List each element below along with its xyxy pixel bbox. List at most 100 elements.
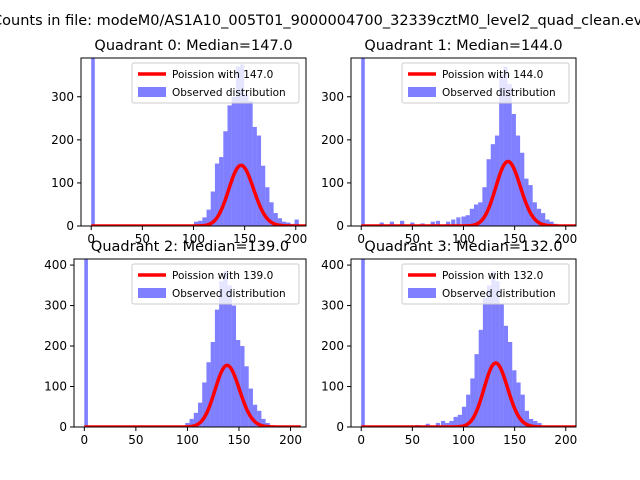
x-tick-label: 100	[176, 433, 199, 447]
histogram-bar	[529, 418, 534, 427]
axes-frame	[73, 258, 307, 428]
histogram-bar	[91, 58, 95, 226]
poisson-curve	[83, 363, 302, 427]
histogram-bar	[461, 406, 467, 427]
y-tick-label: 200	[321, 133, 344, 147]
histogram-bar	[219, 157, 224, 226]
histogram-bar	[508, 341, 513, 427]
histogram-bar	[206, 362, 211, 427]
histogram-bar	[219, 281, 224, 427]
chart-panel-2: Quadrant 2: Median=139.0 0 50 100 150 200 0 100…	[44, 239, 307, 447]
histogram-bar	[430, 221, 435, 226]
histogram-bar	[478, 329, 483, 427]
histogram-bar	[457, 414, 462, 427]
y-tick-label: 300	[321, 299, 344, 313]
histogram-bar	[473, 204, 479, 226]
histogram-bar	[257, 410, 262, 427]
histogram-bar	[256, 135, 262, 226]
legend-swatch-hist	[408, 288, 436, 298]
x-tick-label: 50	[405, 433, 420, 447]
histogram-bar	[261, 418, 266, 427]
histogram-bar	[197, 402, 203, 427]
legend-label-poisson: Poission with 144.0	[442, 69, 543, 81]
histogram-bar	[512, 370, 517, 427]
histogram-bar	[214, 163, 220, 226]
x-tick-label: 200	[284, 232, 307, 246]
chart-title: Quadrant 0: Median=147.0	[94, 38, 292, 54]
chart-title: Quadrant 1: Median=144.0	[364, 38, 562, 54]
histogram-bar	[227, 285, 232, 427]
histogram-bar	[499, 303, 504, 427]
histogram-bar	[474, 354, 479, 427]
histogram-bar	[495, 281, 500, 427]
legend-swatch-hist	[138, 87, 166, 97]
x-tick-label: 100	[182, 232, 205, 246]
histogram-bar	[466, 394, 471, 427]
y-tick-label: 200	[321, 339, 344, 353]
histogram-bar	[533, 420, 538, 427]
x-tick-label: 0	[357, 232, 365, 246]
y-tick-label: 300	[51, 90, 74, 104]
histogram-bar	[261, 165, 266, 226]
histogram-bar	[240, 346, 245, 427]
legend-label-observed: Observed distribution	[442, 288, 556, 300]
histogram-bar	[84, 259, 88, 427]
histogram-bar	[528, 185, 533, 226]
legend-label-observed: Observed distribution	[442, 87, 556, 99]
histogram-bar	[532, 202, 537, 226]
x-tick-label: 200	[554, 232, 577, 246]
plot-area	[360, 58, 576, 226]
plot-area	[83, 259, 302, 427]
histogram-bar	[235, 66, 241, 226]
histogram-bar	[252, 404, 258, 427]
legend-swatch-hist	[138, 288, 166, 298]
histogram-bar	[440, 420, 446, 427]
y-tick-label: 300	[44, 299, 67, 313]
legend-box	[131, 62, 300, 104]
chart-title: Quadrant 2: Median=139.0	[91, 239, 289, 255]
histogram-bar	[486, 159, 491, 226]
figure-suptitle: Counts in file: modeM0/AS1A10_005T01_900…	[0, 13, 640, 29]
x-tick-label: 50	[405, 232, 420, 246]
histogram-bar	[240, 64, 245, 226]
histogram-bar	[294, 219, 299, 226]
histogram-bar	[451, 219, 456, 226]
x-tick-label: 0	[357, 433, 365, 447]
legend-label-poisson: Poission with 147.0	[172, 69, 273, 81]
y-tick-label: 200	[44, 339, 67, 353]
chart-title: Quadrant 3: Median=132.0	[364, 239, 562, 255]
legend: Poission with 139.0 Observed distribution	[131, 263, 300, 305]
histogram-bar	[449, 420, 454, 427]
histogram-bar	[516, 382, 521, 427]
histogram-bar	[491, 271, 496, 427]
histogram-bar	[537, 422, 542, 427]
histogram-bar	[545, 219, 550, 226]
x-tick-label: 100	[452, 232, 475, 246]
histogram-bar	[189, 418, 194, 427]
histogram-bar	[446, 221, 451, 226]
legend: Poission with 147.0 Observed distribution	[131, 62, 300, 104]
histogram-bar	[503, 325, 509, 427]
histogram-bar	[248, 101, 253, 226]
histogram-bar	[361, 58, 365, 226]
histogram-bar	[193, 221, 199, 226]
x-tick-label: 50	[135, 232, 150, 246]
histogram-bar	[549, 221, 554, 226]
histogram-bar	[269, 202, 274, 226]
histogram-bar	[453, 416, 458, 427]
histogram-bar	[465, 215, 470, 226]
histogram-bar	[277, 218, 283, 226]
x-tick-label: 150	[503, 433, 526, 447]
histogram-bar	[227, 105, 232, 226]
y-tick-label: 100	[51, 176, 74, 190]
histogram-bar	[536, 208, 542, 226]
histogram-bar	[248, 388, 253, 427]
y-tick-label: 100	[44, 380, 67, 394]
legend-box	[131, 263, 300, 305]
histogram-bar	[456, 217, 461, 226]
chart-panels: Quadrant 0: Median=147.0 0 50 100 150 200 0 100…	[44, 38, 577, 447]
histogram-bar	[244, 366, 249, 427]
histogram-bar	[482, 297, 488, 427]
histogram-bar	[198, 220, 203, 226]
